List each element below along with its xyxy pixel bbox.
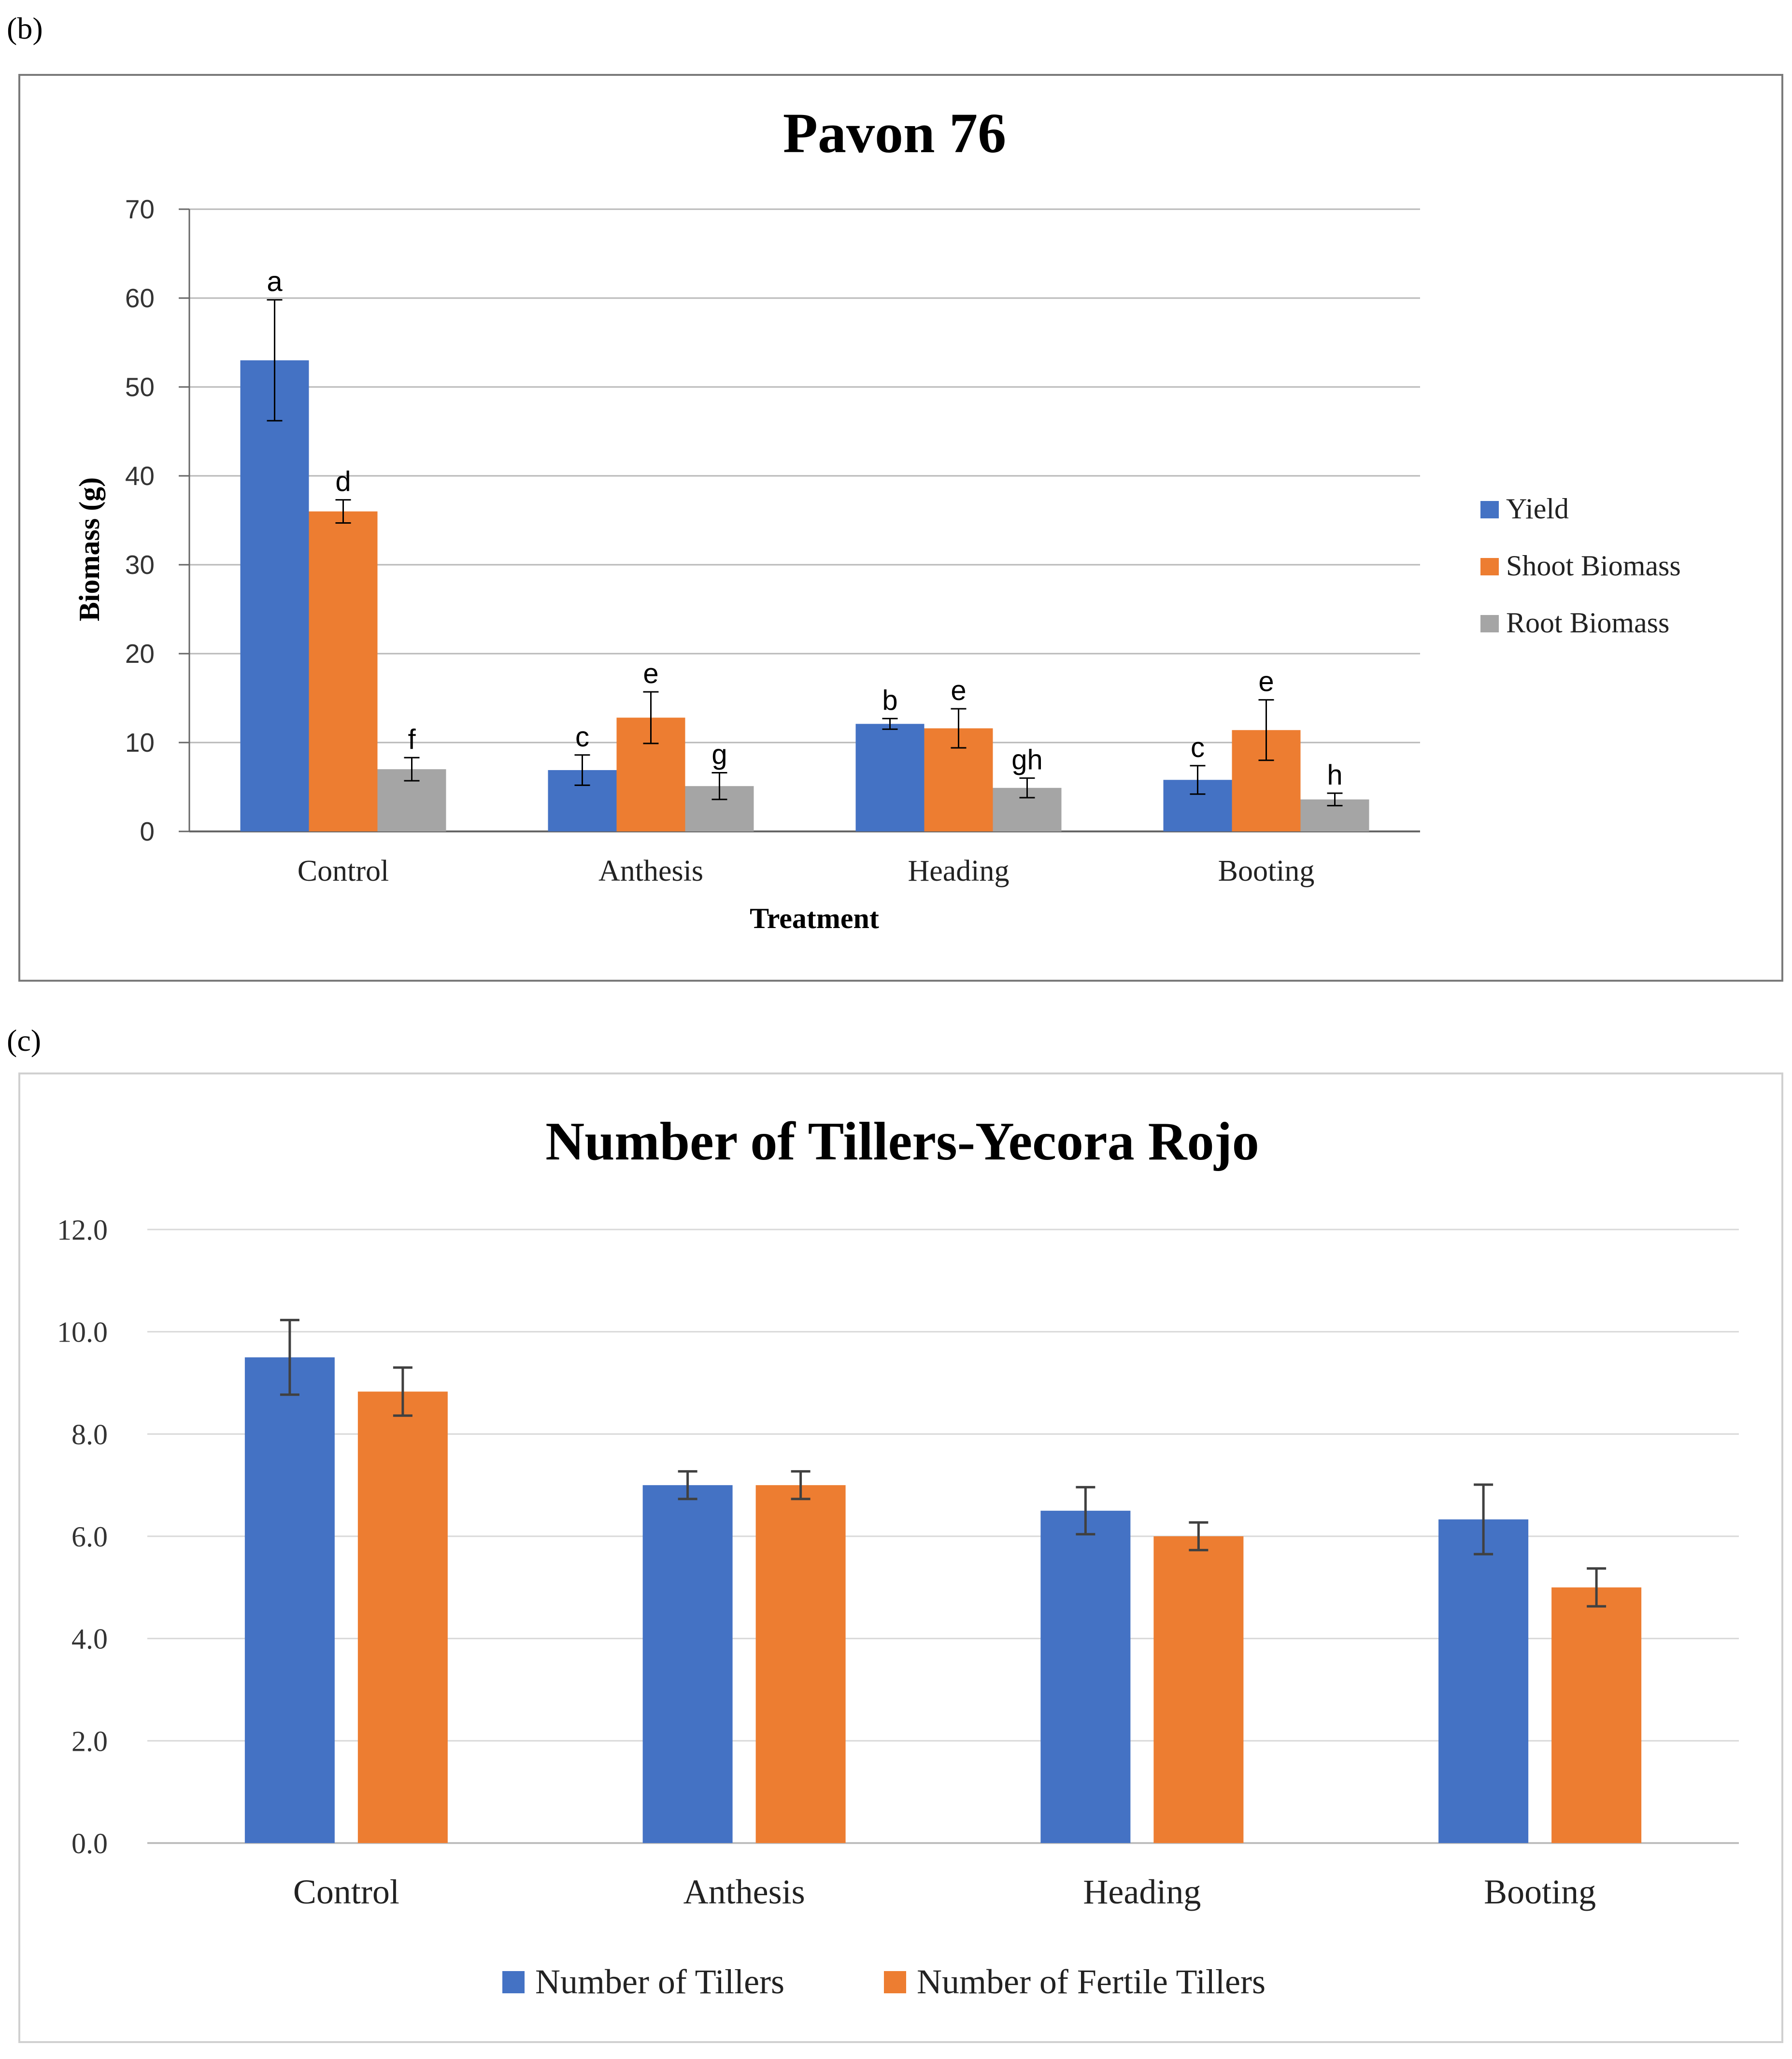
- y-tick-label: 30: [125, 550, 155, 580]
- significance-label: c: [575, 721, 589, 753]
- significance-label: gh: [1011, 744, 1043, 776]
- y-tick-label: 10: [125, 728, 155, 758]
- significance-label: b: [882, 685, 897, 716]
- x-category-label: Anthesis: [598, 855, 703, 887]
- legend-label: Yield: [1506, 493, 1569, 525]
- y-tick-label: 0.0: [71, 1828, 108, 1859]
- legend-swatch: [884, 1971, 906, 1993]
- y-tick-label: 70: [125, 194, 155, 224]
- x-category-label: Anthesis: [683, 1873, 805, 1911]
- legend-swatch: [502, 1971, 525, 1993]
- bar: [855, 724, 924, 831]
- x-axis-title: Treatment: [750, 902, 879, 934]
- y-axis-title: Biomass (g): [73, 477, 105, 621]
- significance-label: d: [335, 466, 351, 498]
- bar: [1040, 1511, 1131, 1843]
- x-category-label: Control: [298, 855, 389, 887]
- chart-b: 0 10 20 30 40 50 60 70 Control a d f Anthesis c e g Head…: [73, 194, 1681, 934]
- significance-label: f: [408, 724, 416, 755]
- chart-b-title: Pavon 76: [783, 101, 1006, 165]
- legend-swatch: [1480, 615, 1499, 632]
- y-tick-label: 12.0: [57, 1214, 108, 1246]
- chart-b-frame: [18, 74, 1783, 982]
- legend-label: Number of Tillers: [535, 1962, 784, 2001]
- y-tick-label: 60: [125, 283, 155, 313]
- panel-c-label: (c): [7, 1023, 41, 1058]
- significance-label: g: [711, 739, 727, 771]
- significance-label: e: [1258, 666, 1274, 698]
- legend-swatch: [1480, 501, 1499, 518]
- y-tick-label: 8.0: [71, 1418, 108, 1450]
- bar: [240, 360, 309, 831]
- y-tick-label: 50: [125, 372, 155, 402]
- bar: [244, 1357, 335, 1843]
- bar: [309, 511, 378, 831]
- significance-label: h: [1327, 759, 1342, 791]
- legend-label: Number of Fertile Tillers: [917, 1962, 1266, 2001]
- y-tick-label: 40: [125, 461, 155, 491]
- significance-label: e: [951, 675, 966, 706]
- bar: [1551, 1587, 1642, 1843]
- x-category-label: Heading: [1083, 1873, 1201, 1911]
- legend-label: Root Biomass: [1506, 607, 1669, 639]
- x-category-label: Heading: [908, 855, 1009, 887]
- y-tick-label: 10.0: [57, 1316, 108, 1348]
- y-tick-label: 0: [140, 816, 155, 846]
- bar: [357, 1391, 448, 1843]
- chart-c-frame: [18, 1072, 1783, 2043]
- x-category-label: Control: [293, 1873, 399, 1911]
- significance-label: e: [643, 658, 658, 689]
- y-tick-label: 2.0: [71, 1725, 108, 1757]
- chart-c: 0.0 2.0 4.0 6.0 8.0 10.0 12.0 Control Anthesis He…: [57, 1214, 1739, 2001]
- y-tick-label: 6.0: [71, 1521, 108, 1553]
- bar: [1153, 1536, 1244, 1843]
- significance-label: a: [267, 266, 283, 298]
- panel-b-label: (b): [7, 11, 43, 45]
- bar: [755, 1485, 846, 1843]
- legend-swatch: [1480, 558, 1499, 575]
- y-tick-label: 20: [125, 639, 155, 669]
- x-category-label: Booting: [1218, 855, 1315, 887]
- bar: [1438, 1519, 1529, 1843]
- significance-label: c: [1191, 732, 1205, 763]
- x-category-label: Booting: [1484, 1873, 1596, 1911]
- bar: [642, 1485, 733, 1843]
- y-tick-label: 4.0: [71, 1623, 108, 1655]
- legend-label: Shoot Biomass: [1506, 550, 1681, 582]
- chart-c-title: Number of Tillers-Yecora Rojo: [545, 1112, 1259, 1172]
